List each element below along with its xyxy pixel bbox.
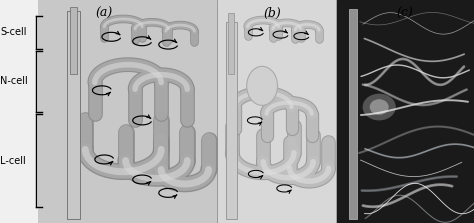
Ellipse shape [370, 99, 389, 115]
Text: L-cell: L-cell [0, 156, 26, 165]
Ellipse shape [363, 94, 396, 120]
Bar [349, 9, 357, 219]
Bar [38, 0, 218, 223]
Bar [228, 13, 234, 74]
Text: (a): (a) [96, 7, 113, 20]
Text: N-cell: N-cell [0, 76, 28, 86]
Bar [218, 0, 337, 223]
Bar [70, 7, 77, 74]
Text: S-cell: S-cell [0, 27, 27, 37]
Bar [337, 0, 474, 223]
Ellipse shape [246, 66, 278, 105]
Bar [226, 22, 237, 219]
Bar [67, 11, 80, 219]
Text: (b): (b) [264, 7, 282, 20]
Text: (c): (c) [397, 7, 414, 20]
